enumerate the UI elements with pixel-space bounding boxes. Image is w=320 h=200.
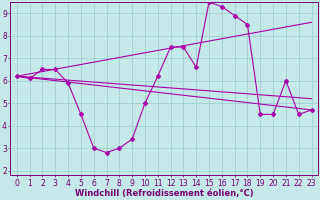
X-axis label: Windchill (Refroidissement éolien,°C): Windchill (Refroidissement éolien,°C) (75, 189, 253, 198)
